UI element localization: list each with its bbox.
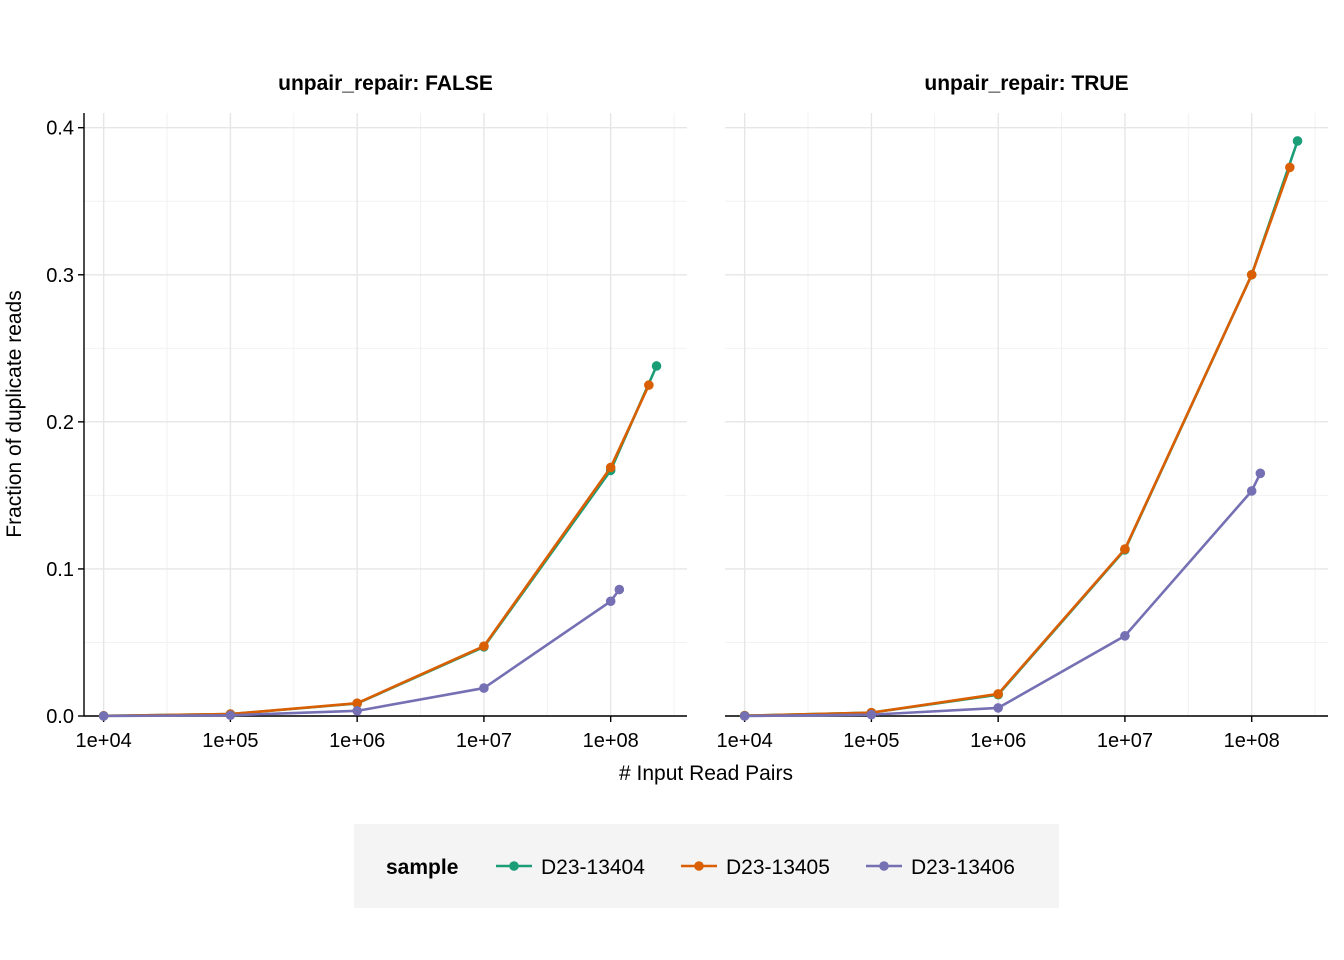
legend-label: D23-13406 xyxy=(911,856,1015,879)
y-axis-title: Fraction of duplicate reads xyxy=(3,290,26,537)
data-point xyxy=(1246,269,1257,280)
y-tick-label: 0.3 xyxy=(46,265,74,287)
legend-label: D23-13405 xyxy=(726,856,830,879)
legend-key-point xyxy=(509,861,519,871)
data-point xyxy=(1120,631,1130,641)
series-line xyxy=(744,140,1299,718)
data-point xyxy=(352,706,362,716)
series-D23-13404 xyxy=(98,361,662,721)
x-tick-label: 1e+07 xyxy=(456,730,512,752)
facet-title: unpair_repair: TRUE xyxy=(924,72,1128,95)
facets-layer: 1e+04 1e+05 1e+06 1e+07 1e+08 0.0 0.1 0.2 0.3 0.4… xyxy=(46,72,1328,752)
series-line xyxy=(744,166,1292,718)
series-line xyxy=(103,384,651,718)
x-tick-label: 1e+08 xyxy=(1224,730,1280,752)
legend-label: D23-13404 xyxy=(541,856,645,879)
data-point xyxy=(605,462,616,473)
data-point xyxy=(644,380,654,390)
legend-item-D23-13404: D23-13404 xyxy=(496,856,645,879)
y-tick-label: 0.4 xyxy=(46,118,74,140)
data-point xyxy=(352,698,362,709)
x-tick-label: 1e+06 xyxy=(329,730,385,752)
data-point xyxy=(993,689,1003,699)
data-point xyxy=(614,584,625,595)
legend-title: sample xyxy=(386,856,458,879)
x-axis-title: # Input Read Pairs xyxy=(619,762,793,785)
data-point xyxy=(479,683,489,693)
legend-item-D23-13406: D23-13406 xyxy=(866,856,1015,879)
series-D23-13405 xyxy=(98,380,654,721)
series-line xyxy=(744,472,1262,718)
x-tick-label: 1e+04 xyxy=(717,730,773,752)
x-tick-label: 1e+08 xyxy=(583,730,639,752)
x-tick-label: 1e+05 xyxy=(843,730,899,752)
legend: sample D23-13404 D23-13405 D23-13406 xyxy=(354,824,1059,908)
y-tick-label: 0.0 xyxy=(46,706,74,728)
data-point xyxy=(1285,162,1295,173)
x-tick-label: 1e+04 xyxy=(76,730,132,752)
data-point xyxy=(479,641,489,651)
facet-panel-2: 1e+04 1e+05 1e+06 1e+07 1e+08 unpair_repair: … xyxy=(717,72,1328,752)
data-point xyxy=(651,361,662,371)
series-D23-13406 xyxy=(739,468,1266,721)
legend-key-point xyxy=(879,861,889,871)
x-tick-label: 1e+07 xyxy=(1097,730,1153,752)
data-point xyxy=(1292,136,1303,146)
data-point xyxy=(98,711,109,721)
series-line xyxy=(103,588,621,718)
series-D23-13406 xyxy=(98,584,625,721)
data-point xyxy=(1255,468,1266,479)
legend-key-point xyxy=(694,861,704,871)
legend-item-D23-13405: D23-13405 xyxy=(681,856,830,879)
data-point xyxy=(1120,544,1130,554)
data-point xyxy=(225,710,236,721)
facet-panel-1: 1e+04 1e+05 1e+06 1e+07 1e+08 0.0 0.1 0.2 0.3 0.4… xyxy=(46,72,687,752)
series-line xyxy=(103,365,658,718)
y-tick-label: 0.2 xyxy=(46,412,74,434)
data-point xyxy=(993,703,1003,713)
facet-title: unpair_repair: FALSE xyxy=(278,72,493,95)
series-D23-13405 xyxy=(739,162,1295,721)
x-tick-label: 1e+05 xyxy=(202,730,258,752)
data-point xyxy=(739,711,750,721)
data-point xyxy=(1246,486,1257,496)
data-point xyxy=(866,709,877,720)
data-point xyxy=(605,596,616,607)
x-tick-label: 1e+06 xyxy=(970,730,1026,752)
series-D23-13404 xyxy=(739,136,1303,721)
y-tick-label: 0.1 xyxy=(46,559,74,581)
